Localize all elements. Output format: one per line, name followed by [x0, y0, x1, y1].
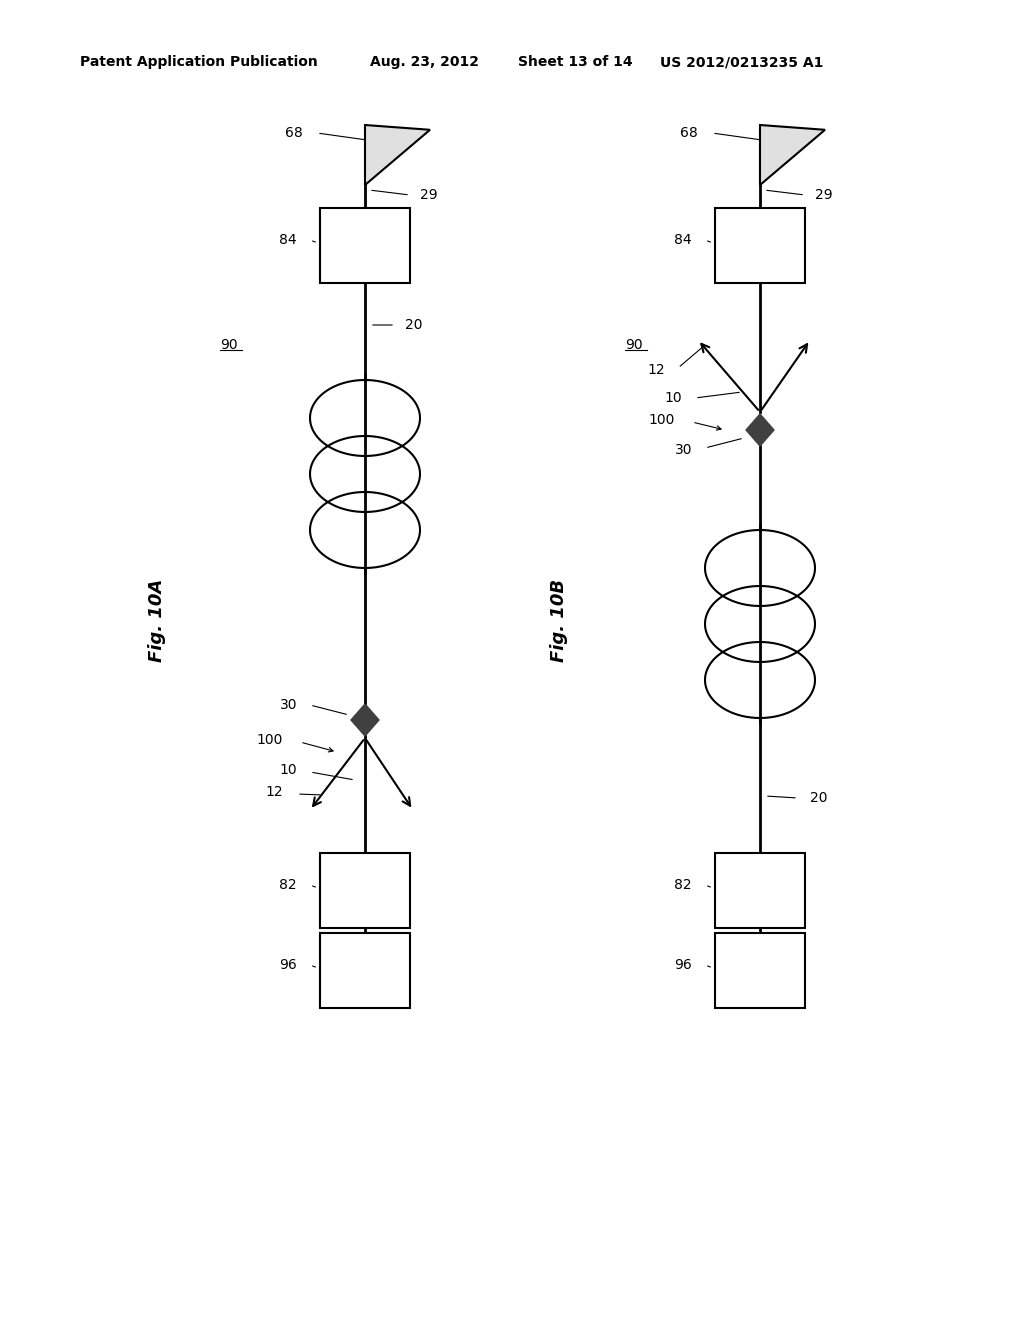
Text: 20: 20: [406, 318, 423, 333]
Text: US 2012/0213235 A1: US 2012/0213235 A1: [660, 55, 823, 69]
Text: Fig. 10B: Fig. 10B: [550, 578, 568, 661]
Text: Aug. 23, 2012: Aug. 23, 2012: [370, 55, 479, 69]
Polygon shape: [365, 125, 430, 185]
Text: 90: 90: [220, 338, 238, 352]
Text: 84: 84: [675, 234, 692, 247]
Bar: [715, 853, 805, 928]
Text: 68: 68: [286, 125, 303, 140]
Text: 90: 90: [625, 338, 643, 352]
Text: 100: 100: [257, 733, 283, 747]
Bar: [715, 932, 805, 1007]
Text: 96: 96: [280, 958, 297, 972]
Text: 30: 30: [675, 444, 692, 457]
Bar: [319, 207, 410, 282]
Text: 12: 12: [647, 363, 665, 378]
Text: 29: 29: [815, 187, 833, 202]
Text: 84: 84: [280, 234, 297, 247]
Text: 10: 10: [665, 391, 682, 405]
Text: 96: 96: [674, 958, 692, 972]
Text: 82: 82: [280, 878, 297, 892]
Text: Patent Application Publication: Patent Application Publication: [80, 55, 317, 69]
Polygon shape: [746, 414, 774, 446]
Text: 100: 100: [648, 413, 675, 426]
Text: Sheet 13 of 14: Sheet 13 of 14: [518, 55, 633, 69]
Text: 12: 12: [265, 785, 283, 799]
Text: 29: 29: [420, 187, 437, 202]
Text: 68: 68: [680, 125, 698, 140]
Text: Fig. 10A: Fig. 10A: [148, 578, 166, 661]
Text: 82: 82: [675, 878, 692, 892]
Bar: [319, 932, 410, 1007]
Bar: [715, 207, 805, 282]
Bar: [319, 853, 410, 928]
Polygon shape: [760, 125, 825, 185]
Text: 20: 20: [810, 791, 827, 805]
Text: 30: 30: [280, 698, 297, 711]
Polygon shape: [351, 704, 379, 737]
Text: 10: 10: [280, 763, 297, 777]
